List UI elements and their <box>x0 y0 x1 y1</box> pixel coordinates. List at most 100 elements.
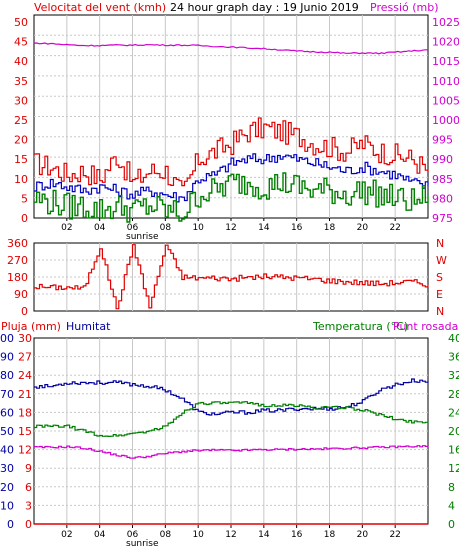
series-pressure-line <box>33 42 428 55</box>
series-avg-line <box>34 153 429 203</box>
humidity-tick-label: 10 <box>0 499 14 512</box>
rain-tick-label: 30 <box>18 332 32 345</box>
series-punt-rosada-line <box>34 445 429 459</box>
rain-tick-label: 6 <box>25 481 32 494</box>
temperature-tick-label: 4 <box>448 499 455 512</box>
p1-hour-label: 18 <box>324 223 336 233</box>
temperature-tick-label: 36 <box>448 351 459 364</box>
humidity-tick-label: 20 <box>0 481 14 494</box>
series-direction-line <box>34 244 429 310</box>
wind-speed-tick-label: 40 <box>14 55 28 68</box>
rain-tick-label: 12 <box>18 444 32 457</box>
temperature-tick-label: 16 <box>448 444 459 457</box>
p1-hour-label: 16 <box>291 223 303 233</box>
direction-tick-label: 0 <box>21 305 28 318</box>
p3-hour-label: 10 <box>192 530 204 540</box>
dewpoint-title: Punt rosada <box>393 320 458 333</box>
pressure-tick-label: 975 <box>432 212 453 225</box>
direction-tick-label: 180 <box>7 271 28 284</box>
p3-hour-label: 12 <box>225 530 236 540</box>
temperature-tick-label: 24 <box>448 406 459 419</box>
temperature-title: Temperatura (°C) <box>312 320 408 333</box>
wind-speed-tick-label: 45 <box>14 36 28 49</box>
rain-tick-label: 18 <box>18 406 32 419</box>
p3-hour-label: 04 <box>94 530 106 540</box>
p3-hour-label: 20 <box>357 530 369 540</box>
temperature-tick-label: 12 <box>448 462 459 475</box>
humidity-title: Humitat <box>66 320 111 333</box>
rain-tick-label: 27 <box>18 351 32 364</box>
wind-speed-tick-label: 35 <box>14 75 28 88</box>
humidity-tick-label: 80 <box>0 369 14 382</box>
direction-tick-label: 90 <box>14 288 28 301</box>
pressure-tick-label: 1025 <box>432 16 459 29</box>
temperature-tick-label: 0 <box>448 518 455 531</box>
pressure-title: Pressió (mb) <box>370 1 439 14</box>
series-low-line <box>34 172 429 223</box>
chart-date-title: 24 hour graph day : 19 Junio 2019 <box>170 1 359 14</box>
pressure-tick-label: 985 <box>432 173 453 186</box>
p3-hour-label: 14 <box>258 530 270 540</box>
wind-speed-tick-label: 50 <box>14 16 28 29</box>
p1-hour-label: 10 <box>192 223 204 233</box>
p3-hour-label: 18 <box>324 530 336 540</box>
temperature-tick-label: 8 <box>448 481 455 494</box>
wind-speed-tick-label: 0 <box>21 212 28 225</box>
compass-tick-label: W <box>436 254 447 267</box>
pressure-tick-label: 1015 <box>432 55 459 68</box>
p1-hour-label: 12 <box>225 223 236 233</box>
series-humitat-line <box>34 378 429 416</box>
pressure-tick-label: 980 <box>432 192 453 205</box>
pressure-tick-label: 1005 <box>432 94 459 107</box>
temp-humidity-panel: 0102030405060708090100 03691215182124273… <box>0 332 459 549</box>
wind-speed-tick-label: 15 <box>14 153 28 166</box>
p3-hour-label: 02 <box>61 530 72 540</box>
wind-speed-title: Velocitat del vent (kmh) <box>34 1 166 14</box>
p3-hour-label: 22 <box>389 530 400 540</box>
p3-hour-label: 16 <box>291 530 303 540</box>
humidity-tick-label: 60 <box>0 406 14 419</box>
pressure-tick-label: 990 <box>432 153 453 166</box>
p1-hour-label: 08 <box>160 223 172 233</box>
rain-tick-label: 3 <box>25 499 32 512</box>
wind-speed-tick-label: 30 <box>14 94 28 107</box>
series-gust-line <box>34 117 429 187</box>
compass-tick-label: N <box>436 305 444 318</box>
temperature-tick-label: 20 <box>448 425 459 438</box>
rain-tick-label: 15 <box>18 425 32 438</box>
p1-hour-label: 02 <box>61 223 72 233</box>
humidity-tick-label: 70 <box>0 388 14 401</box>
pressure-tick-label: 1010 <box>432 75 459 88</box>
pressure-tick-label: 1000 <box>432 114 459 127</box>
humidity-tick-label: 40 <box>0 444 14 457</box>
p1-hour-label: 20 <box>357 223 369 233</box>
humidity-tick-label: 100 <box>0 332 14 345</box>
temperature-tick-label: 32 <box>448 369 459 382</box>
rain-tick-label: 0 <box>25 518 32 531</box>
rain-tick-label: 9 <box>25 462 32 475</box>
p1-hour-label: 14 <box>258 223 270 233</box>
p3-hour-label: 08 <box>160 530 172 540</box>
wind-speed-tick-label: 5 <box>21 192 28 205</box>
rain-title: Pluja (mm) <box>1 320 61 333</box>
rain-tick-label: 24 <box>18 369 32 382</box>
humidity-tick-label: 50 <box>0 425 14 438</box>
direction-tick-label: 360 <box>7 237 28 250</box>
humidity-tick-label: 30 <box>0 462 14 475</box>
compass-tick-label: E <box>436 288 443 301</box>
direction-tick-label: 270 <box>7 254 28 267</box>
p1-hour-label: 22 <box>389 223 400 233</box>
wind-speed-tick-label: 10 <box>14 173 28 186</box>
sunrise-label-3: sunrise <box>126 539 159 549</box>
wind-speed-tick-label: 25 <box>14 114 28 127</box>
humidity-tick-label: 90 <box>0 351 14 364</box>
compass-tick-label: N <box>436 237 444 250</box>
rain-tick-label: 21 <box>18 388 32 401</box>
compass-tick-label: S <box>436 271 443 284</box>
pressure-tick-label: 995 <box>432 134 453 147</box>
series-temperatura-line <box>34 401 429 437</box>
humidity-tick-label: 0 <box>7 518 14 531</box>
